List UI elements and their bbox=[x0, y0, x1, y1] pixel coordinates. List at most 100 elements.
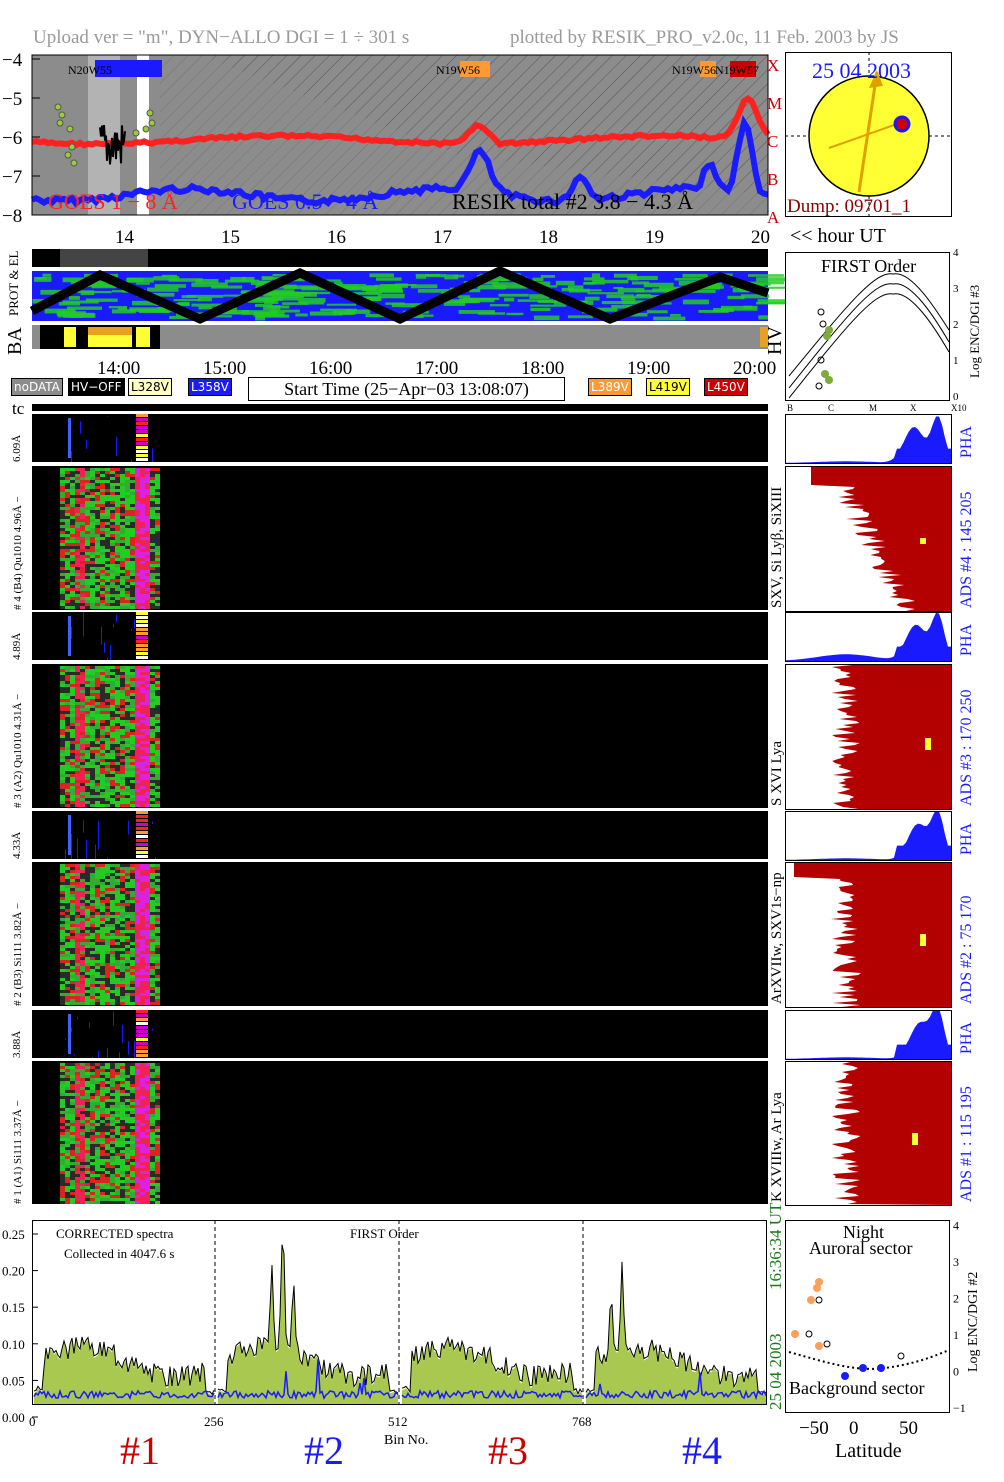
legend-goes-1-8: GOES 1 − 8 Å bbox=[48, 189, 178, 214]
region-badge-2 bbox=[460, 61, 490, 77]
spectrum-title-1: CORRECTED spectra bbox=[56, 1226, 174, 1241]
spec-x-tick: 768 bbox=[572, 1414, 592, 1429]
legend-resik-total: RESIK total #2 3.8 − 4.3 Å bbox=[452, 189, 693, 214]
sun-dump-label: Dump: 09701_1 bbox=[787, 196, 911, 217]
hour-tick: 18 bbox=[539, 227, 558, 247]
hour-axis-svg: 14 15 16 17 18 19 20 bbox=[115, 227, 770, 248]
time-axis: 14:00 15:00 16:00 17:00 18:00 19:00 20:00 bbox=[0, 356, 785, 379]
night-x-tick: 50 bbox=[899, 1418, 918, 1439]
time-axis-svg: 14:00 15:00 16:00 17:00 18:00 19:00 20:00 bbox=[97, 358, 776, 379]
pha-wavelength-label-1: 3.88Å bbox=[11, 1030, 23, 1058]
section-label-4: #4 bbox=[682, 1428, 722, 1473]
hour-tick: 15 bbox=[221, 227, 240, 247]
goes-scatter-point bbox=[56, 119, 64, 127]
goes-frame bbox=[31, 54, 769, 216]
ion-label-3: S XVI Lya bbox=[769, 741, 785, 806]
hv-label: HV bbox=[764, 326, 786, 355]
sun-orbit-line bbox=[828, 123, 898, 149]
goes-scatter-point bbox=[142, 125, 150, 133]
goes-scatter-point bbox=[64, 151, 72, 159]
region-label-3: N19W56 bbox=[672, 63, 716, 77]
fo-x-tick: C bbox=[828, 403, 834, 413]
hour-axis: 14 15 16 17 18 19 20 bbox=[0, 225, 785, 248]
pha-label-4: PHA bbox=[958, 425, 975, 458]
pha-spectrogram-4 bbox=[32, 414, 768, 473]
ads-marker-3 bbox=[925, 738, 931, 750]
goes-class-tick: X bbox=[767, 56, 779, 75]
fo-point bbox=[817, 308, 825, 316]
spectrum-line-1 bbox=[33, 1336, 215, 1396]
goes-scatter-point bbox=[148, 119, 156, 127]
time-tick: 15:00 bbox=[203, 358, 246, 378]
hour-ut-label: << hour UT bbox=[790, 225, 886, 247]
night-bottom-label: Background sector bbox=[789, 1378, 924, 1398]
spectrum-order-title: FIRST Order bbox=[350, 1226, 419, 1241]
pha-label-3: PHA bbox=[958, 623, 975, 656]
ads-label-4: ADS #4 : 145 205 bbox=[958, 491, 975, 608]
night-y-tick: 1 bbox=[953, 1328, 959, 1342]
night-y-tick: 2 bbox=[953, 1292, 959, 1306]
fo-point bbox=[825, 376, 833, 384]
goes-scatter-point bbox=[132, 129, 140, 137]
spec-y-tick: 0.15 bbox=[2, 1300, 25, 1315]
pha-label-2: PHA bbox=[958, 822, 975, 855]
spectrum-line-3 bbox=[401, 1335, 583, 1395]
goes-scatter-points bbox=[54, 103, 156, 167]
goes-scatter-point bbox=[58, 111, 66, 119]
spectrum-date-side: 25 04 2003 bbox=[766, 1333, 785, 1411]
ads-marker-2 bbox=[920, 934, 926, 946]
fo-y-tick: 4 bbox=[953, 248, 959, 259]
night-point bbox=[813, 1284, 821, 1292]
goes-decay-shade bbox=[160, 55, 768, 215]
spec-y-tick: 0.10 bbox=[2, 1337, 25, 1352]
ion-label-2: ArXVIIw, SXV1s−np bbox=[769, 872, 785, 1004]
ads-distribution-3 bbox=[785, 664, 952, 810]
night-x-axis: −50 0 50 bbox=[799, 1418, 918, 1439]
ads-distribution-4 bbox=[785, 466, 952, 612]
spectrum-x-label: Bin No. bbox=[384, 1433, 428, 1448]
fo-y-tick: 3 bbox=[953, 283, 959, 295]
section-label-3: #3 bbox=[488, 1428, 528, 1473]
goes-y-axis: −4 −5 −6 −7 −8 bbox=[2, 50, 40, 227]
sun-axis-arrow bbox=[869, 70, 883, 88]
spectrum-area-2 bbox=[218, 1246, 398, 1404]
night-x-tick: 0 bbox=[849, 1418, 859, 1439]
sun-date: 25 04 2003 bbox=[812, 58, 911, 83]
night-point bbox=[805, 1330, 813, 1338]
first-order-y-label: Log ENC/DGI #3 bbox=[967, 284, 982, 378]
region-label-1: N20W55 bbox=[68, 63, 112, 77]
region-badge-1 bbox=[95, 60, 162, 77]
goes-0.5-4-line bbox=[30, 115, 769, 208]
spec-y-tick: 0.25 bbox=[2, 1227, 25, 1242]
ads-label-1: ADS #1 : 115 195 bbox=[958, 1086, 975, 1202]
goes-y-tick: −4 bbox=[2, 50, 23, 71]
badge-nodata: noDATA bbox=[11, 378, 63, 396]
spectrogram-1 bbox=[32, 1061, 768, 1204]
region-label-4: N19W57 bbox=[715, 63, 759, 77]
night-y-axis: −1 0 1 2 3 4 bbox=[953, 1219, 966, 1416]
time-tick: 14:00 bbox=[97, 358, 140, 378]
spectrum-bg-line-1 bbox=[33, 1388, 215, 1401]
orbit-panel bbox=[0, 247, 790, 357]
ads-marker-1 bbox=[912, 1133, 918, 1145]
night-title-1: Night bbox=[843, 1222, 884, 1242]
region-label-2: N19W56 bbox=[436, 63, 480, 77]
hour-tick: 20 bbox=[751, 227, 770, 247]
pha-histogram-1 bbox=[785, 1005, 952, 1060]
goes-class-tick: A bbox=[767, 208, 780, 225]
pha-wavelength-label-4: 6.09Å bbox=[11, 434, 23, 462]
time-tick: 19:00 bbox=[627, 358, 670, 378]
goes-y-tick: −8 bbox=[2, 206, 22, 225]
goes-chart: N20W55 N19W56 N19W56 N19W57 GOES 1 − 8 Å… bbox=[2, 50, 782, 227]
tc-label: tc bbox=[12, 399, 25, 418]
spec-y-tick: 0.05 bbox=[2, 1373, 25, 1388]
hour-tick: 14 bbox=[115, 227, 135, 247]
night-point bbox=[791, 1330, 799, 1338]
goes-y-tick: −7 bbox=[2, 167, 22, 188]
spectrum-time-side: 16:36:34 UT bbox=[766, 1202, 785, 1290]
time-tick: 18:00 bbox=[521, 358, 564, 378]
first-order-frame bbox=[785, 252, 950, 401]
goes-panel: N20W55 N19W56 N19W56 N19W57 GOES 1 − 8 Å… bbox=[0, 45, 785, 227]
prot-el-label: PROT & EL bbox=[6, 250, 21, 317]
